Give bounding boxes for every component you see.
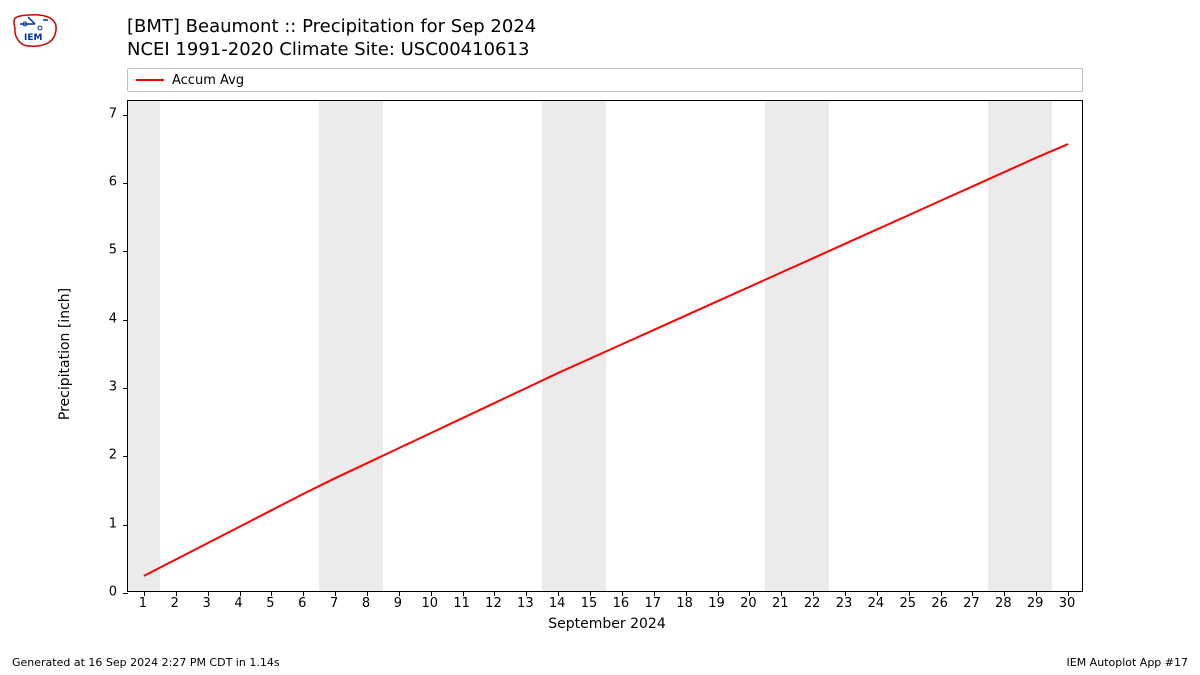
x-tick-label: 21 [772,596,789,611]
x-tick-label: 25 [899,596,916,611]
title-line-2: NCEI 1991-2020 Climate Site: USC00410613 [127,38,536,61]
x-tick-label: 11 [453,596,470,611]
footer-app: IEM Autoplot App #17 [1067,656,1189,669]
series-line [128,101,1082,591]
plot-area [127,100,1083,592]
legend-label: Accum Avg [172,73,244,88]
footer-generated: Generated at 16 Sep 2024 2:27 PM CDT in … [12,656,280,669]
x-tick-label: 4 [234,596,242,611]
x-tick-label: 29 [1027,596,1044,611]
x-tick-label: 8 [362,596,370,611]
x-tick-label: 27 [963,596,980,611]
chart-container: Accum Avg Precipitation [inch] September… [127,68,1087,628]
y-tick-label: 0 [109,585,117,600]
y-tick-label: 1 [109,516,117,531]
x-tick-label: 7 [330,596,338,611]
x-tick-label: 2 [171,596,179,611]
x-tick-label: 13 [517,596,534,611]
legend-swatch [136,79,164,81]
y-tick-mark [123,593,128,594]
y-tick-label: 7 [109,106,117,121]
x-tick-label: 12 [485,596,502,611]
x-tick-label: 19 [708,596,725,611]
x-tick-label: 5 [266,596,274,611]
y-tick-label: 6 [109,175,117,190]
x-tick-label: 28 [995,596,1012,611]
iem-logo: IEM [10,10,60,50]
x-tick-label: 10 [421,596,438,611]
x-tick-label: 22 [804,596,821,611]
y-tick-label: 2 [109,448,117,463]
x-tick-label: 18 [676,596,693,611]
x-tick-label: 1 [139,596,147,611]
x-tick-label: 14 [549,596,566,611]
x-tick-label: 26 [931,596,948,611]
x-tick-label: 9 [394,596,402,611]
x-tick-label: 30 [1059,596,1076,611]
x-tick-label: 6 [298,596,306,611]
title-line-1: [BMT] Beaumont :: Precipitation for Sep … [127,15,536,38]
x-tick-label: 23 [836,596,853,611]
x-tick-label: 16 [613,596,630,611]
x-tick-label: 24 [868,596,885,611]
x-tick-label: 3 [203,596,211,611]
x-axis-label: September 2024 [548,616,665,632]
x-tick-label: 20 [740,596,757,611]
svg-text:IEM: IEM [24,33,42,43]
y-axis-label: Precipitation [inch] [57,288,73,420]
x-tick-label: 15 [581,596,598,611]
y-tick-label: 4 [109,311,117,326]
chart-title: [BMT] Beaumont :: Precipitation for Sep … [127,15,536,62]
y-tick-label: 5 [109,243,117,258]
legend: Accum Avg [127,68,1083,92]
y-tick-label: 3 [109,380,117,395]
x-tick-label: 17 [645,596,662,611]
